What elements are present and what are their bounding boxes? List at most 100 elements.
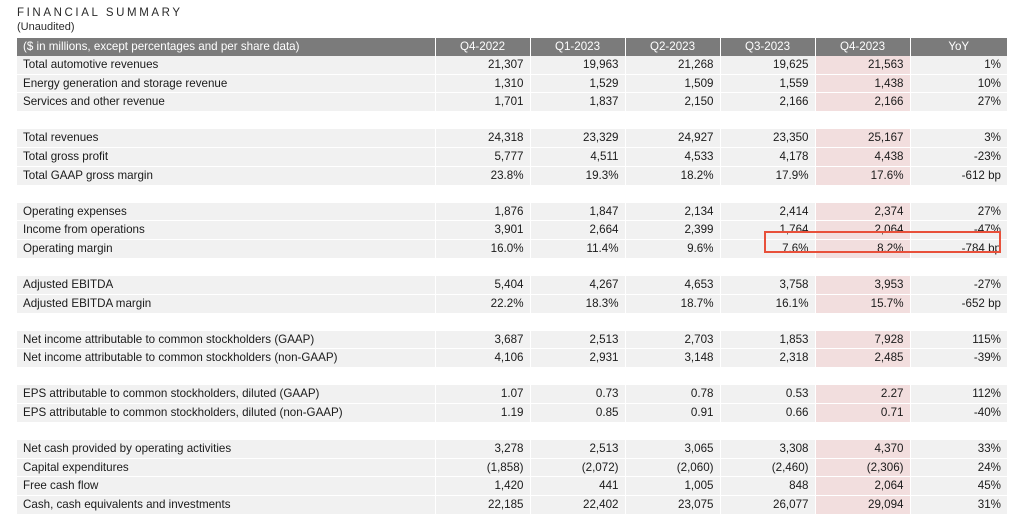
spacer-row — [17, 258, 1007, 276]
row-label: Income from operations — [17, 220, 435, 241]
table-cell: 2,399 — [624, 220, 720, 241]
table-cell: (1,858) — [434, 458, 530, 478]
row-label: EPS attributable to common stockholders,… — [17, 403, 435, 423]
table-cell: 1,420 — [434, 476, 530, 497]
row-label: Total gross profit — [17, 147, 435, 167]
table-row: Cash, cash equivalents and investments 22… — [17, 495, 1007, 515]
row-label: Net income attributable to common stockh… — [17, 330, 435, 350]
table-cell: 3,065 — [624, 439, 720, 459]
table-cell: 4,106 — [434, 348, 530, 369]
row-label: EPS attributable to common stockholders,… — [17, 385, 435, 404]
financial-summary-table: ($ in millions, except percentages and p… — [17, 38, 1007, 515]
table-cell: 17.6% — [814, 166, 910, 186]
table-cell: 27% — [909, 202, 1007, 222]
table-cell: 2,664 — [529, 220, 625, 241]
table-cell: 4,267 — [529, 275, 625, 295]
table-cell: 1,837 — [529, 92, 625, 113]
table-cell: 1,701 — [434, 92, 530, 113]
table-cell: 441 — [529, 476, 625, 497]
table-cell: 3,278 — [434, 439, 530, 459]
table-cell: 0.71 — [814, 403, 910, 423]
row-label: Operating expenses — [17, 202, 435, 222]
table-cell: 3,148 — [624, 348, 720, 369]
table-cell: 17.9% — [719, 166, 815, 186]
table-cell: 848 — [719, 476, 815, 497]
table-cell: 2,318 — [719, 348, 815, 369]
spacer-cell — [17, 313, 1007, 331]
table-row: Services and other revenue 1,701 1,837 2,15… — [17, 92, 1007, 113]
table-cell: 2,064 — [814, 476, 910, 497]
table-cell: 0.73 — [529, 385, 625, 404]
table-row: Total gross profit 5,777 4,511 4,533 4,178 4,… — [17, 147, 1007, 167]
spacer-row — [17, 367, 1007, 386]
table-row: Energy generation and storage revenue 1,3… — [17, 74, 1007, 94]
table-cell: (2,306) — [814, 458, 910, 478]
table-row: Net income attributable to common stockh… — [17, 348, 1007, 369]
spacer-row — [17, 313, 1007, 331]
column-header: Q1-2023 — [529, 38, 625, 56]
table-cell: 2,134 — [624, 202, 720, 222]
table-cell: 23,075 — [624, 495, 720, 515]
table-cell: 1,876 — [434, 202, 530, 222]
table-cell: 2,064 — [814, 220, 910, 241]
table-cell: 0.66 — [719, 403, 815, 423]
table-header-row: ($ in millions, except percentages and p… — [17, 38, 1007, 56]
table-cell: -39% — [909, 348, 1007, 369]
table-cell: -652 bp — [909, 294, 1007, 314]
table-cell: 2,374 — [814, 202, 910, 222]
table-cell: 2,166 — [719, 92, 815, 113]
table-cell: -47% — [909, 220, 1007, 241]
table-cell: 5,777 — [434, 147, 530, 167]
table-cell: 45% — [909, 476, 1007, 497]
table-cell: 2,166 — [814, 92, 910, 113]
report-subtitle: (Unaudited) — [17, 21, 75, 33]
table-cell: 1,005 — [624, 476, 720, 497]
column-header: ($ in millions, except percentages and p… — [17, 38, 435, 56]
table-row: Total GAAP gross margin 23.8% 19.3% 18.2% 17… — [17, 166, 1007, 186]
table-cell: 4,511 — [529, 147, 625, 167]
table-cell: 22,185 — [434, 495, 530, 515]
table-cell: 19,625 — [719, 55, 815, 75]
table-cell: 9.6% — [624, 239, 720, 259]
table-cell: (2,060) — [624, 458, 720, 478]
table-cell: 1,764 — [719, 220, 815, 241]
table-cell: 19,963 — [529, 55, 625, 75]
table-cell: 23,350 — [719, 129, 815, 148]
table-cell: 3,953 — [814, 275, 910, 295]
table-cell: 0.78 — [624, 385, 720, 404]
table-cell: 3,758 — [719, 275, 815, 295]
table-cell: 16.0% — [434, 239, 530, 259]
column-header: Q2-2023 — [624, 38, 720, 56]
table-row: Operating margin 16.0% 11.4% 9.6% 7.6% 8.2% -7… — [17, 239, 1007, 259]
table-cell: 115% — [909, 330, 1007, 350]
table-cell: 4,533 — [624, 147, 720, 167]
table-row: Adjusted EBITDA 5,404 4,267 4,653 3,758 3,953… — [17, 275, 1007, 295]
spacer-row — [17, 185, 1007, 203]
table-row: EPS attributable to common stockholders,… — [17, 403, 1007, 423]
row-label: Total GAAP gross margin — [17, 166, 435, 186]
row-label: Total revenues — [17, 129, 435, 148]
row-label: Adjusted EBITDA margin — [17, 294, 435, 314]
table-cell: 7,928 — [814, 330, 910, 350]
table-cell: 19.3% — [529, 166, 625, 186]
table-cell: 1.07 — [434, 385, 530, 404]
spacer-cell — [17, 367, 1007, 386]
table-cell: 18.2% — [624, 166, 720, 186]
table-cell: -27% — [909, 275, 1007, 295]
table-cell: 1,853 — [719, 330, 815, 350]
table-cell: 1,559 — [719, 74, 815, 94]
table-cell: 2,703 — [624, 330, 720, 350]
table-cell: 10% — [909, 74, 1007, 94]
table-cell: 0.53 — [719, 385, 815, 404]
column-header: YoY — [909, 38, 1007, 56]
table-cell: 24,927 — [624, 129, 720, 148]
table-cell: 112% — [909, 385, 1007, 404]
table-cell: 1% — [909, 55, 1007, 75]
table-cell: 25,167 — [814, 129, 910, 148]
table-cell: 24% — [909, 458, 1007, 478]
row-label: Energy generation and storage revenue — [17, 74, 435, 94]
row-label: Adjusted EBITDA — [17, 275, 435, 295]
table-row: Adjusted EBITDA margin 22.2% 18.3% 18.7% 16.… — [17, 294, 1007, 314]
column-header: Q3-2023 — [719, 38, 815, 56]
table-row: Net cash provided by operating activitie… — [17, 439, 1007, 459]
